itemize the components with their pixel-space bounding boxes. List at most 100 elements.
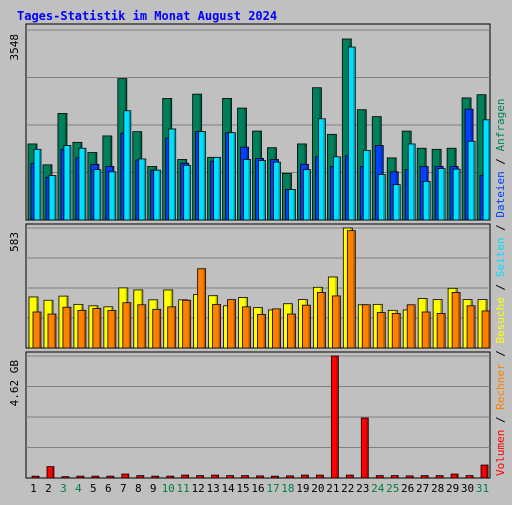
bar-shade-seiten-25: [398, 185, 400, 219]
x-tick-label-day-27: 27: [416, 482, 429, 495]
bar-shade-volumen-2: [52, 467, 54, 477]
bar-shade-volumen-28: [441, 476, 443, 477]
x-tick-label-day-12: 12: [192, 482, 205, 495]
chart-title: Tages-Statistik im Monat August 2024: [17, 9, 277, 23]
x-tick-label-day-13: 13: [206, 482, 219, 495]
bar-shade-rechner-14: [234, 300, 236, 347]
bar-shade-seiten-9: [159, 171, 161, 220]
bar-shade-rechner-1: [39, 312, 41, 347]
bar-shade-seiten-29: [458, 170, 460, 220]
x-tick-label-day-3: 3: [60, 482, 67, 495]
bar-shade-seiten-28: [443, 169, 445, 219]
bar-shade-rechner-30: [473, 306, 475, 347]
bar-shade-volumen-22: [351, 476, 353, 478]
bar-shade-rechner-18: [293, 315, 295, 348]
bar-shade-seiten-20: [323, 119, 325, 219]
bar-shade-seiten-13: [219, 158, 221, 220]
x-tick-label-day-22: 22: [341, 482, 354, 495]
bar-shade-rechner-4: [84, 311, 86, 348]
series-legend: Volumen / Rechner / Besuche / Seiten / D…: [494, 98, 507, 476]
bar-shade-rechner-22: [353, 231, 355, 347]
bar-shade-rechner-7: [129, 303, 131, 347]
x-tick-label-day-28: 28: [431, 482, 444, 495]
bar-shade-seiten-10: [174, 129, 176, 219]
bar-shade-rechner-17: [278, 309, 280, 347]
bar-shade-seiten-2: [54, 176, 56, 219]
bar-shade-rechner-19: [308, 306, 310, 348]
legend-separator: /: [494, 410, 507, 430]
x-tick-label-day-24: 24: [371, 482, 385, 495]
bar-shade-rechner-6: [114, 311, 116, 347]
bar-shade-volumen-11: [187, 476, 189, 478]
x-tick-label-day-15: 15: [236, 482, 249, 495]
bar-shade-seiten-16: [264, 161, 266, 219]
bar-shade-rechner-10: [174, 307, 176, 347]
x-tick-label-day-21: 21: [326, 482, 339, 495]
bar-shade-rechner-27: [428, 312, 430, 347]
bar-shade-seiten-23: [368, 151, 370, 220]
bar-shade-rechner-23: [368, 305, 370, 347]
bar-shade-volumen-21: [336, 357, 338, 478]
bar-shade-volumen-5: [97, 477, 99, 478]
bar-shade-volumen-14: [232, 476, 234, 477]
x-tick-label-day-10: 10: [162, 482, 175, 495]
bar-shade-seiten-5: [99, 170, 101, 219]
bar-shade-seiten-22: [353, 48, 355, 220]
bar-shade-rechner-26: [413, 305, 415, 347]
bar-shade-rechner-29: [458, 293, 460, 348]
bar-shade-volumen-18: [291, 476, 293, 477]
bar-shade-volumen-10: [172, 477, 174, 478]
x-tick-label-day-25: 25: [386, 482, 399, 495]
x-tick-label-day-4: 4: [75, 482, 82, 495]
bar-shade-volumen-9: [157, 477, 159, 478]
bar-shade-rechner-9: [159, 310, 161, 348]
bar-shade-rechner-20: [323, 293, 325, 348]
bar-shade-rechner-28: [443, 314, 445, 348]
bar-shade-rechner-8: [144, 305, 146, 347]
bar-shade-seiten-21: [338, 157, 340, 219]
bar-shade-volumen-24: [381, 476, 383, 477]
x-tick-label-day-2: 2: [45, 482, 52, 495]
bar-shade-volumen-25: [396, 476, 398, 477]
x-tick-label-day-19: 19: [296, 482, 309, 495]
legend-entry-seiten: Seiten: [494, 238, 507, 278]
bar-shade-rechner-12: [204, 269, 206, 347]
bar-shade-seiten-12: [204, 132, 206, 219]
legend-entry-rechner: Rechner: [494, 363, 507, 410]
bar-shade-seiten-17: [278, 163, 280, 220]
legend-entry-anfragen: Anfragen: [494, 98, 507, 151]
x-tick-label-day-31: 31: [476, 482, 489, 495]
bar-shade-rechner-11: [189, 301, 191, 348]
x-tick-label-day-8: 8: [135, 482, 142, 495]
bar-shade-volumen-31: [486, 466, 488, 478]
bar-shade-seiten-26: [413, 144, 415, 219]
bar-shade-seiten-11: [189, 166, 191, 220]
x-tick-label-day-20: 20: [311, 482, 324, 495]
bar-shade-seiten-15: [249, 160, 251, 220]
x-tick-label-day-16: 16: [251, 482, 264, 495]
y-max-label-bottom: 4.62 GB: [8, 360, 21, 407]
y-max-label-middle: 583: [8, 232, 21, 252]
x-tick-label-day-11: 11: [177, 482, 190, 495]
bar-shade-seiten-31: [488, 120, 490, 219]
x-tick-label-day-5: 5: [90, 482, 97, 495]
bar-shade-seiten-30: [473, 142, 475, 220]
bar-shade-seiten-7: [129, 111, 131, 219]
bar-shade-rechner-25: [398, 314, 400, 348]
bar-shade-seiten-19: [308, 170, 310, 219]
bar-shade-rechner-31: [488, 311, 490, 347]
bar-shade-volumen-20: [321, 476, 323, 478]
bar-shade-seiten-1: [39, 150, 41, 220]
bar-shade-rechner-3: [69, 308, 71, 348]
bar-shade-rechner-2: [54, 315, 56, 348]
y-max-label-top: 3548: [8, 34, 21, 61]
x-tick-label-day-18: 18: [281, 482, 294, 495]
x-tick-label-day-7: 7: [120, 482, 127, 495]
bar-shade-volumen-15: [247, 476, 249, 477]
x-tick-label-day-1: 1: [30, 482, 37, 495]
x-tick-label-day-6: 6: [105, 482, 112, 495]
legend-separator: /: [494, 344, 507, 364]
bar-shade-volumen-7: [127, 475, 129, 478]
legend-entry-besuche: Besuche: [494, 297, 507, 343]
legend-separator: /: [494, 277, 507, 297]
